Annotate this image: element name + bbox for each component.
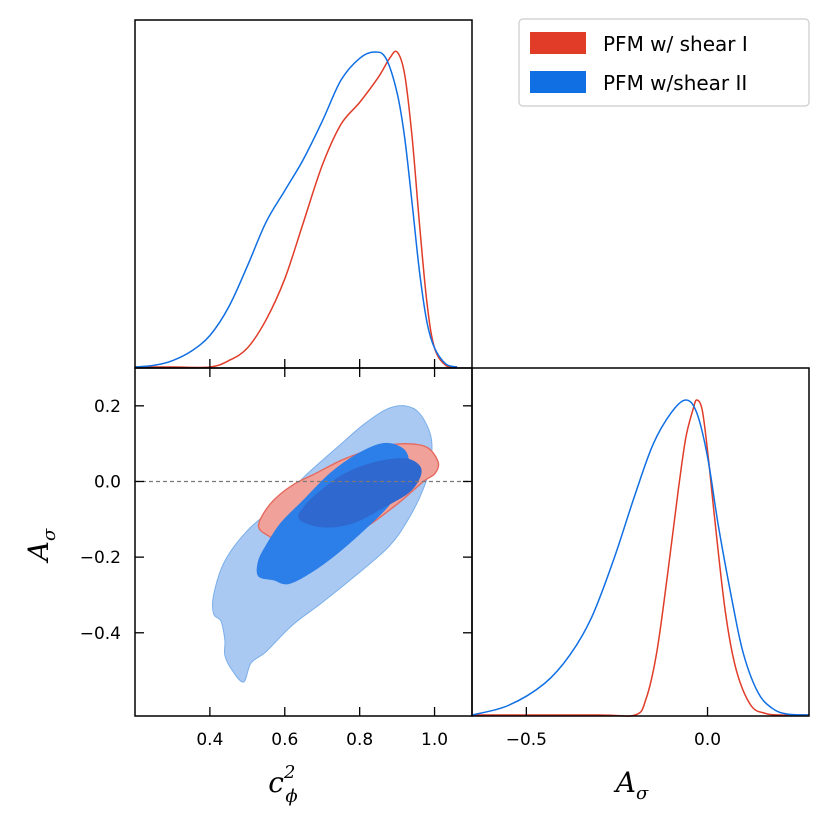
contour-4: [298, 458, 422, 528]
marginal-a-sigma-frame: [471, 367, 810, 717]
c-phi2-tick-label: 0.8: [346, 730, 373, 750]
c-phi2-tick-label: 0.4: [196, 730, 223, 750]
marginal-c-phi2-line-2: [134, 51, 458, 368]
legend: PFM w/ shear I PFM w/shear II: [518, 18, 810, 107]
x-axis-label-c-phi2: c2 ϕ: [268, 762, 297, 807]
c-phi2-tick-label: 1.0: [421, 730, 448, 750]
svg-text:c2ϕ: c2 ϕ: [268, 762, 297, 807]
marginal-c-phi2-curves: [134, 50, 458, 369]
a-sigma-y-tick-label: 0.0: [94, 472, 121, 492]
legend-swatch-shear-1: [530, 32, 586, 54]
c-phi2-tick-label: 0.6: [271, 730, 298, 750]
y-axis-label-a-sigma: Aσ: [22, 528, 60, 564]
svg-text:Aσ: Aσ: [22, 528, 60, 564]
x-axis-label-sub: ϕ: [285, 786, 297, 807]
a-sigma-x-tick-label: 0.0: [694, 730, 721, 750]
svg-text:Aσ: Aσ: [613, 766, 649, 804]
legend-swatch-shear-2: [530, 71, 586, 93]
marginal-a-sigma-panel: −0.5 0.0: [471, 367, 810, 750]
x-axis-label-base: c: [268, 766, 284, 799]
legend-label-shear-2: PFM w/shear II: [603, 71, 747, 95]
legend-box: [518, 18, 810, 107]
marginal-a-sigma-curves: [471, 399, 810, 717]
x-axis-label-a-sigma: Aσ: [613, 766, 649, 804]
x-axis-label-base: A: [613, 766, 636, 799]
marginal-a-sigma-line-2: [471, 399, 810, 716]
contour-panel: 0.4 0.6 0.8 1.0 0.2 0.0 −0.2 −0.4: [80, 367, 473, 750]
a-sigma-x-tick-label: −0.5: [506, 730, 547, 750]
x-axis-label-sub: σ: [636, 783, 649, 804]
contour-tick-labels: 0.4 0.6 0.8 1.0 0.2 0.0 −0.2 −0.4: [80, 397, 448, 750]
legend-label-shear-1: PFM w/ shear I: [603, 32, 748, 56]
marginal-a-sigma-ticks: [525, 707, 709, 716]
y-axis-label-sub: σ: [39, 528, 60, 541]
marginal-c-phi2-ticks: [209, 359, 436, 368]
x-axis-label-sup: 2: [283, 762, 295, 783]
y-axis-label-base: A: [22, 541, 55, 564]
a-sigma-y-tick-label: −0.2: [80, 548, 121, 568]
marginal-a-sigma-line-1: [472, 399, 810, 717]
marginal-c-phi2-line-1: [135, 50, 458, 369]
marginal-a-sigma-tick-labels: −0.5 0.0: [506, 730, 721, 750]
a-sigma-y-tick-label: −0.4: [80, 624, 121, 644]
a-sigma-y-tick-label: 0.2: [94, 397, 121, 417]
contour-ticks: [135, 368, 472, 716]
contour-regions: [211, 405, 440, 683]
